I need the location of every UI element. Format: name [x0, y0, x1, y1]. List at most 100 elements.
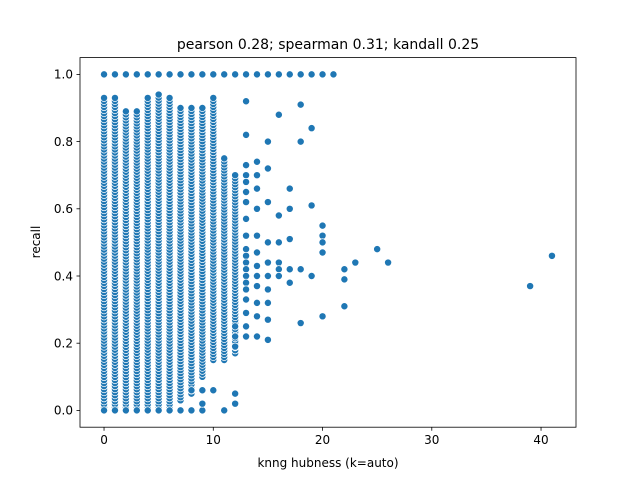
data-point — [242, 70, 251, 79]
data-point — [165, 406, 174, 415]
y-axis: 0.0 0.2 0.4 0.6 0.8 1.0 — [54, 68, 80, 418]
data-point — [143, 406, 152, 415]
data-point — [263, 298, 272, 307]
data-point — [176, 104, 185, 112]
data-point — [285, 265, 294, 274]
data-point — [318, 70, 327, 79]
points-layer — [100, 70, 556, 415]
x-axis: 0 10 20 30 40 — [100, 427, 549, 447]
data-point — [187, 104, 196, 112]
y-tick-label: 0.0 — [54, 404, 73, 418]
x-tick-label: 20 — [315, 433, 330, 447]
data-point — [384, 258, 393, 267]
data-point — [220, 154, 229, 163]
data-point — [253, 272, 261, 280]
data-point — [176, 406, 185, 415]
data-point — [547, 251, 556, 260]
data-point — [154, 70, 163, 79]
data-point — [242, 177, 251, 186]
data-point — [198, 406, 207, 415]
data-point — [165, 70, 174, 79]
data-point — [242, 214, 251, 223]
data-point — [263, 335, 272, 344]
data-point — [242, 322, 251, 331]
data-point — [231, 342, 240, 351]
data-point — [198, 386, 207, 395]
data-point — [351, 258, 360, 267]
data-point — [274, 70, 283, 79]
data-point — [253, 70, 261, 79]
data-point — [263, 238, 272, 247]
data-point — [231, 389, 240, 398]
data-point — [242, 265, 251, 274]
data-point — [253, 171, 261, 180]
x-tick-label: 0 — [100, 433, 108, 447]
data-point — [263, 70, 272, 79]
data-point — [187, 70, 196, 79]
data-point — [154, 90, 163, 99]
data-point — [296, 100, 305, 109]
data-point — [132, 406, 141, 415]
data-point — [187, 406, 196, 415]
data-point — [154, 406, 163, 415]
data-point — [220, 70, 229, 79]
data-point — [285, 235, 294, 244]
data-point — [198, 399, 207, 408]
data-point — [253, 261, 261, 270]
data-point — [242, 285, 251, 294]
data-point — [318, 238, 327, 247]
data-point — [307, 272, 316, 280]
data-point — [340, 265, 349, 274]
data-point — [307, 124, 316, 133]
data-point — [110, 406, 119, 415]
data-point — [242, 231, 251, 240]
x-tick-label: 10 — [206, 433, 221, 447]
data-point — [242, 198, 251, 207]
data-point — [253, 184, 261, 193]
data-point — [263, 164, 272, 173]
data-point — [143, 70, 152, 79]
data-point — [132, 70, 141, 79]
data-point — [198, 70, 207, 79]
data-point — [242, 308, 251, 317]
data-point — [285, 70, 294, 79]
y-tick-label: 0.6 — [54, 202, 73, 216]
data-point — [100, 70, 109, 79]
data-point — [242, 258, 251, 267]
data-point — [242, 97, 251, 106]
data-point — [110, 93, 119, 102]
data-point — [296, 265, 305, 274]
data-point — [209, 93, 218, 102]
data-point — [253, 298, 261, 307]
data-point — [274, 238, 283, 247]
y-axis-label: recall — [29, 226, 43, 259]
data-point — [242, 161, 251, 170]
y-tick-label: 0.8 — [54, 135, 73, 149]
data-point — [253, 312, 261, 321]
data-point — [263, 198, 272, 207]
data-point — [253, 332, 261, 341]
x-axis-label: knng hubness (k=auto) — [257, 456, 398, 470]
data-point — [231, 322, 240, 331]
data-point — [242, 295, 251, 304]
data-point — [231, 332, 240, 341]
data-point — [187, 386, 196, 395]
data-point — [231, 171, 240, 180]
data-point — [132, 107, 141, 116]
plot-frame — [79, 57, 577, 428]
data-point — [220, 406, 229, 415]
data-point — [143, 93, 152, 102]
y-tick-label: 0.2 — [54, 337, 73, 351]
data-point — [274, 272, 283, 280]
data-point — [121, 70, 130, 79]
data-point — [176, 70, 185, 79]
data-point — [100, 93, 109, 102]
data-point — [242, 188, 251, 196]
data-point — [296, 70, 305, 79]
y-tick-label: 1.0 — [54, 68, 73, 82]
data-point — [263, 315, 272, 324]
data-point — [340, 275, 349, 284]
data-point — [307, 201, 316, 210]
data-point — [318, 221, 327, 230]
